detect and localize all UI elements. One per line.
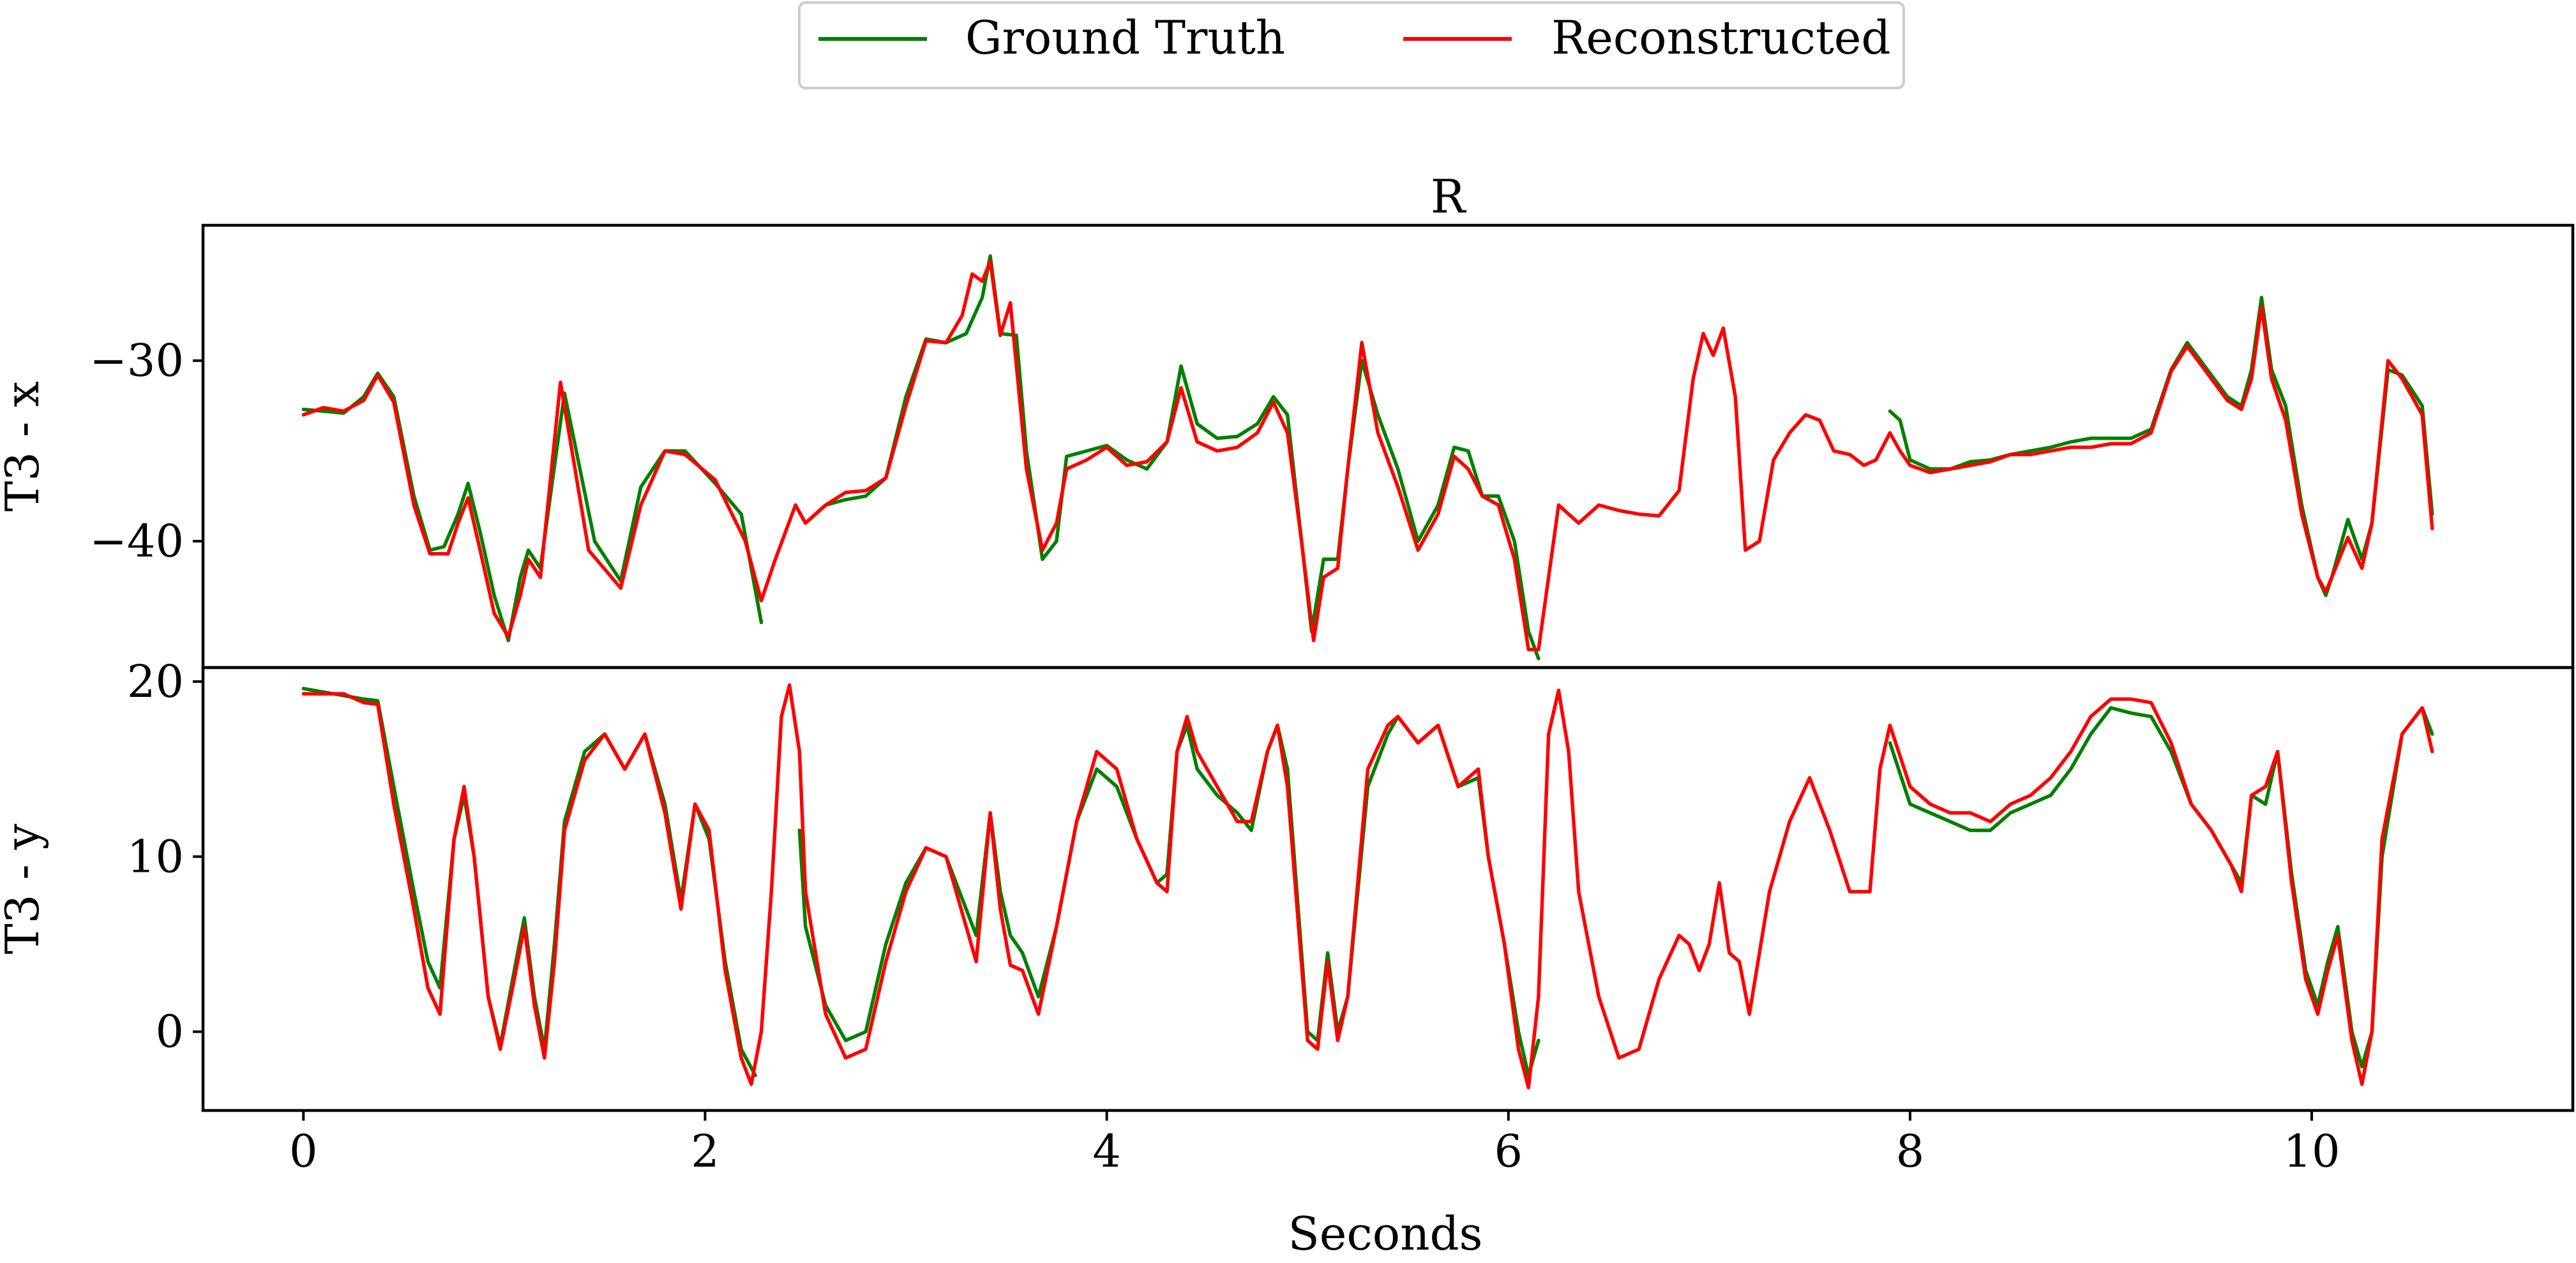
panel-y-series-ground-truth-segment-1 xyxy=(797,715,1540,1077)
panel-x-series-reconstructed-segment-0 xyxy=(301,259,2434,652)
panel-y-ytick-label: 20 xyxy=(127,655,184,708)
panel-y-ylabel: T3 - y xyxy=(0,823,49,954)
x-tick-label: 6 xyxy=(1494,1125,1523,1177)
x-tick-label: 10 xyxy=(2284,1125,2340,1177)
legend-label-reconstructed: Reconstructed xyxy=(1551,11,1891,64)
panel-y-yticks: 20 10 0 xyxy=(127,655,203,1058)
panel-y-series-ground-truth-segment-2 xyxy=(1888,706,2434,1069)
x-axis: 0 2 4 6 8 10 xyxy=(289,1110,2340,1177)
x-tick-label: 2 xyxy=(691,1125,719,1177)
x-tick-label: 8 xyxy=(1896,1125,1925,1177)
legend: Ground Truth Reconstructed xyxy=(798,1,1905,89)
panel-x-ylabel: T3 - x xyxy=(0,381,49,512)
panel-y-series-reconstructed-segment-0 xyxy=(301,683,2434,1090)
panel-x-lines xyxy=(301,254,2434,661)
panel-y: 20 10 0 T3 - y xyxy=(0,655,2575,1112)
panel-x-series-ground-truth-segment-0 xyxy=(301,371,764,643)
x-tick-label: 4 xyxy=(1092,1125,1121,1177)
panel-x: −30 −40 T3 - x xyxy=(0,223,2575,669)
panel-y-series-ground-truth-segment-0 xyxy=(301,687,757,1077)
legend-label-ground-truth: Ground Truth xyxy=(965,11,1285,64)
panel-y-ytick-label: 10 xyxy=(127,830,184,883)
panel-y-lines xyxy=(301,683,2434,1090)
chart-title: R xyxy=(1431,170,1466,223)
legend-frame xyxy=(798,1,1905,89)
panel-x-ytick-label: −40 xyxy=(89,515,184,567)
panel-y-ytick-label: 0 xyxy=(155,1006,184,1058)
panel-x-yticks: −30 −40 xyxy=(89,334,203,567)
x-tick-label: 0 xyxy=(289,1125,318,1177)
panel-x-series-ground-truth-segment-2 xyxy=(1888,295,2434,597)
panel-x-series-ground-truth-segment-1 xyxy=(794,254,1540,661)
panel-y-frame xyxy=(201,666,2575,1112)
x-axis-label: Seconds xyxy=(1288,1207,1482,1260)
panel-x-ytick-label: −30 xyxy=(89,334,184,387)
